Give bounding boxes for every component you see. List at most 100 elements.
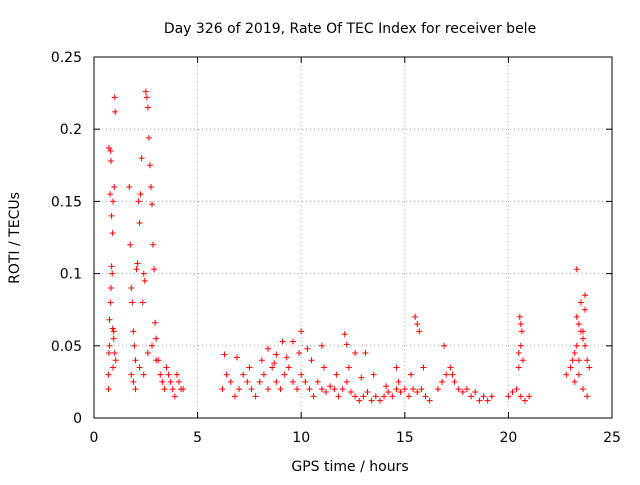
- y-tick-label: 0: [73, 411, 82, 427]
- data-point: [480, 393, 487, 400]
- data-point: [157, 371, 164, 378]
- data-point: [414, 321, 421, 328]
- data-point: [161, 386, 168, 393]
- data-point: [370, 371, 377, 378]
- data-point: [571, 378, 578, 385]
- data-point: [393, 386, 400, 393]
- data-point: [515, 350, 522, 357]
- data-point: [111, 94, 118, 101]
- data-point: [271, 360, 278, 367]
- data-point: [575, 321, 582, 328]
- data-point: [347, 389, 354, 396]
- data-point: [127, 241, 134, 248]
- data-point: [509, 389, 516, 396]
- data-point: [517, 342, 524, 349]
- data-point: [227, 378, 234, 385]
- data-point: [488, 393, 495, 400]
- data-point: [260, 371, 267, 378]
- data-point: [343, 341, 350, 348]
- x-tick-label: 0: [90, 430, 99, 446]
- x-tick-label: 15: [396, 430, 414, 446]
- data-point: [389, 393, 396, 400]
- data-point: [426, 397, 433, 404]
- data-point: [289, 378, 296, 385]
- data-point: [110, 198, 117, 205]
- data-point: [304, 345, 311, 352]
- data-point: [323, 389, 330, 396]
- data-point: [362, 350, 369, 357]
- data-point: [159, 378, 166, 385]
- data-point: [420, 364, 427, 371]
- data-point: [333, 371, 340, 378]
- data-point: [152, 319, 159, 326]
- data-point: [579, 335, 586, 342]
- data-point: [517, 321, 524, 328]
- data-point: [240, 371, 247, 378]
- data-point: [144, 350, 151, 357]
- data-point: [412, 313, 419, 320]
- data-point: [314, 378, 321, 385]
- data-point: [584, 357, 591, 364]
- data-point: [285, 364, 292, 371]
- y-axis-label: ROTI / TECUs: [7, 192, 23, 284]
- data-point: [573, 313, 580, 320]
- data-point: [372, 393, 379, 400]
- data-point: [219, 386, 226, 393]
- data-point: [167, 378, 174, 385]
- data-point: [515, 364, 522, 371]
- data-point: [577, 299, 584, 306]
- data-point: [110, 328, 117, 335]
- data-point: [244, 378, 251, 385]
- data-point: [405, 393, 412, 400]
- data-point: [582, 342, 589, 349]
- data-point: [434, 386, 441, 393]
- data-point: [252, 393, 259, 400]
- data-point: [132, 386, 139, 393]
- data-point: [513, 386, 520, 393]
- data-point: [341, 331, 348, 338]
- x-axis-label: GPS time / hours: [291, 459, 408, 475]
- data-point: [279, 338, 286, 345]
- data-point: [579, 386, 586, 393]
- data-point: [579, 328, 586, 335]
- data-point: [526, 393, 533, 400]
- data-point: [318, 386, 325, 393]
- data-point: [516, 313, 523, 320]
- data-point: [517, 393, 524, 400]
- data-point: [233, 354, 240, 361]
- data-point: [582, 292, 589, 299]
- data-point: [439, 378, 446, 385]
- data-point: [345, 364, 352, 371]
- data-point: [383, 383, 390, 390]
- data-point: [175, 378, 182, 385]
- data-point: [455, 386, 462, 393]
- data-point: [150, 241, 157, 248]
- data-point: [246, 364, 253, 371]
- data-point: [273, 378, 280, 385]
- data-point: [128, 371, 135, 378]
- data-point: [137, 191, 144, 198]
- data-point: [563, 371, 570, 378]
- x-tick-label: 5: [193, 430, 202, 446]
- gridlines: [94, 57, 612, 418]
- data-point: [567, 364, 574, 371]
- data-point: [221, 351, 228, 358]
- data-point: [151, 266, 158, 273]
- data-point: [109, 325, 116, 332]
- data-point: [108, 212, 115, 219]
- data-point: [472, 389, 479, 396]
- data-point: [410, 386, 417, 393]
- data-point: [107, 157, 114, 164]
- data-point: [112, 108, 119, 115]
- data-point: [108, 263, 115, 270]
- data-point: [163, 364, 170, 371]
- data-point: [131, 342, 138, 349]
- data-point: [308, 357, 315, 364]
- data-point: [147, 183, 154, 190]
- axis-ticks: 0 5 10 15 20 25 0 0.05 0.1 0.15 0.2 0.25: [51, 50, 621, 446]
- data-point: [105, 386, 112, 393]
- data-point: [110, 335, 117, 342]
- x-tick-label: 25: [603, 430, 621, 446]
